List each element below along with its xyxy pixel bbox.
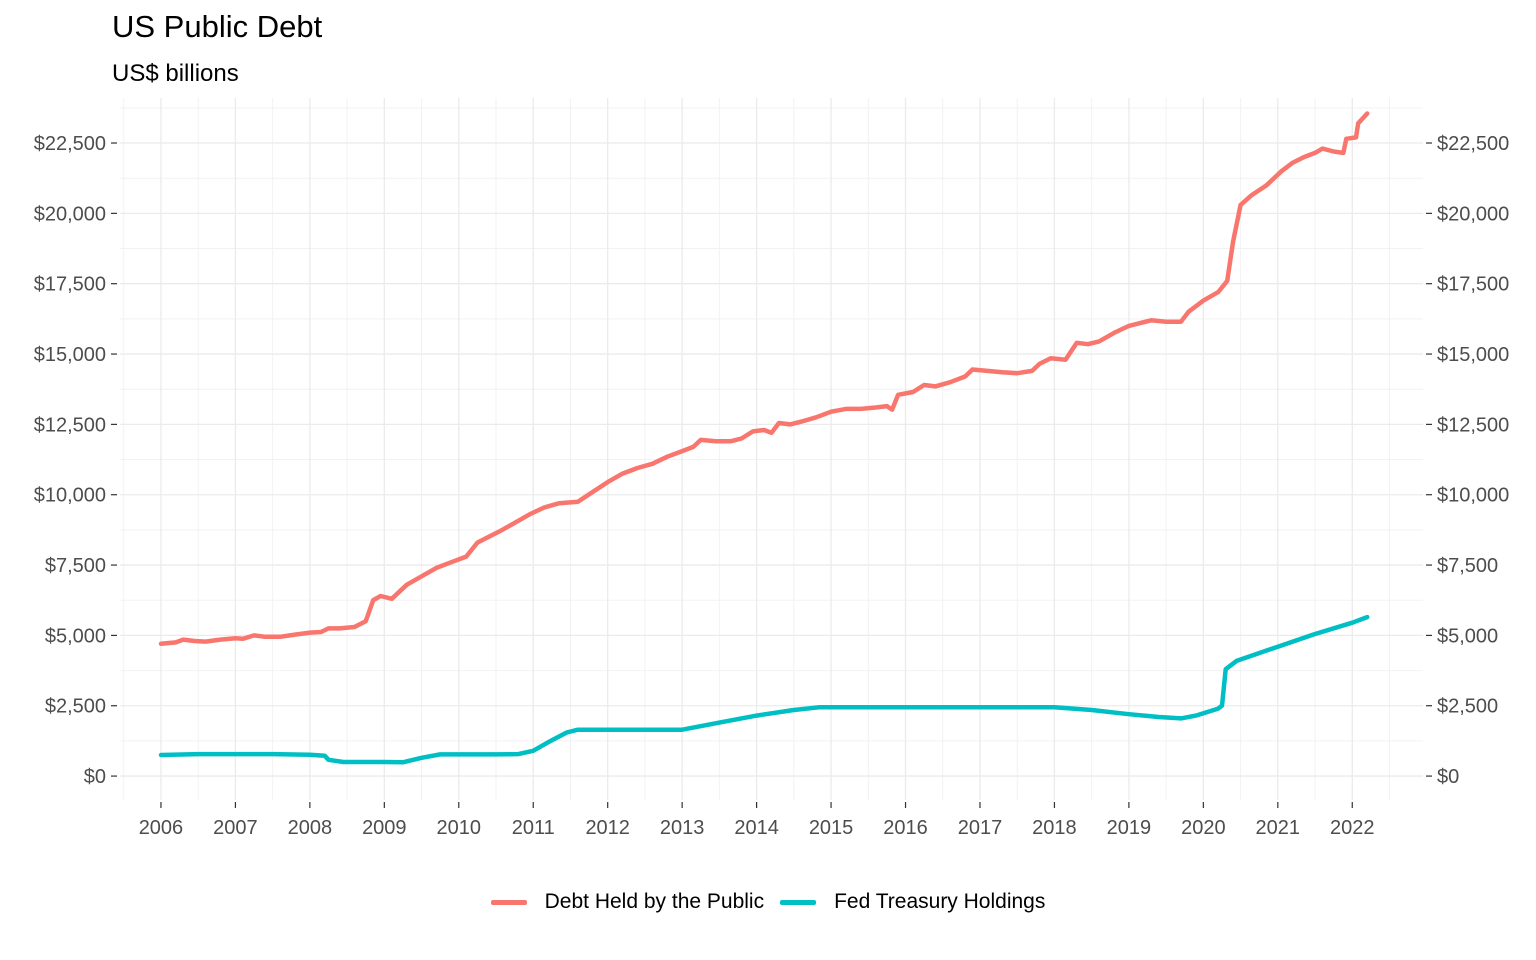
- y-tick-label-right: $5,000: [1437, 625, 1498, 647]
- y-tick-label-right: $7,500: [1437, 555, 1498, 577]
- y-tick-label-right: $22,500: [1437, 133, 1509, 155]
- x-tick-label: 2006: [139, 817, 184, 839]
- y-tick-label-right: $2,500: [1437, 696, 1498, 718]
- chart-title: US Public Debt: [112, 9, 323, 44]
- x-axis: 2006 2007 2008 2009 2010 2011 2012 2013 2014 2015…: [139, 817, 1375, 839]
- y-tick-label-right: $0: [1437, 766, 1459, 788]
- x-tick-label: 2020: [1181, 817, 1226, 839]
- x-tick-label: 2016: [883, 817, 928, 839]
- y-tick-label-left: $7,500: [45, 555, 106, 577]
- series-line-debt-held-by-the-public: [158, 111, 1370, 647]
- legend-label-debt-held-by-public: Debt Held by the Public: [544, 890, 765, 913]
- y-axis-right: $0 $2,500 $5,000 $7,500 $10,000 $12,500 $15,00…: [1437, 133, 1509, 788]
- legend-key-debt-held-by-public: [490, 899, 527, 905]
- series-line-fed-treasury-holdings: [158, 614, 1370, 765]
- y-axis-left: $0 $2,500 $5,000 $7,500 $10,000 $12,500 $15,00…: [34, 133, 106, 788]
- x-tick-label: 2011: [512, 817, 555, 839]
- x-tick-label: 2009: [362, 817, 407, 839]
- x-tick-label: 2017: [958, 817, 1003, 839]
- y-tick-label-left: $2,500: [45, 696, 106, 718]
- x-tick-label: 2022: [1330, 817, 1375, 839]
- legend-item-debt-held-by-public: Debt Held by the Public: [490, 890, 765, 914]
- y-tick-label-right: $17,500: [1437, 274, 1509, 296]
- x-tick-label: 2013: [660, 817, 705, 839]
- major-gridlines: [120, 98, 1423, 800]
- x-tick-label: 2015: [809, 817, 854, 839]
- axis-ticks: [111, 142, 1432, 808]
- x-tick-label: 2012: [585, 817, 630, 839]
- y-tick-label-left: $22,500: [34, 133, 106, 155]
- x-tick-label: 2021: [1256, 817, 1301, 839]
- minor-gridlines: [120, 98, 1423, 800]
- x-tick-label: 2014: [734, 817, 779, 839]
- y-tick-label-left: $15,000: [34, 344, 106, 366]
- y-tick-label-right: $12,500: [1437, 414, 1509, 436]
- y-tick-label-left: $17,500: [34, 274, 106, 296]
- x-tick-label: 2007: [213, 817, 258, 839]
- y-tick-label-left: $12,500: [34, 414, 106, 436]
- y-tick-label-right: $15,000: [1437, 344, 1509, 366]
- series-layer: [158, 111, 1370, 765]
- legend-label-fed-treasury-holdings: Fed Treasury Holdings: [834, 890, 1046, 913]
- x-tick-label: 2010: [437, 817, 482, 839]
- x-tick-label: 2008: [288, 817, 333, 839]
- chart-subtitle: US$ billions: [112, 60, 239, 87]
- y-tick-label-left: $0: [84, 766, 106, 788]
- legend: Debt Held by the Public Fed Treasury Hol…: [0, 890, 1536, 914]
- x-tick-label: 2019: [1107, 817, 1152, 839]
- legend-key-fed-treasury-holdings: [780, 899, 817, 905]
- y-tick-label-left: $5,000: [45, 625, 106, 647]
- x-tick-label: 2018: [1032, 817, 1077, 839]
- y-tick-label-right: $20,000: [1437, 203, 1509, 225]
- y-tick-label-left: $20,000: [34, 203, 106, 225]
- legend-item-fed-treasury-holdings: Fed Treasury Holdings: [780, 890, 1045, 914]
- y-tick-label-right: $10,000: [1437, 485, 1509, 507]
- y-tick-label-left: $10,000: [34, 485, 106, 507]
